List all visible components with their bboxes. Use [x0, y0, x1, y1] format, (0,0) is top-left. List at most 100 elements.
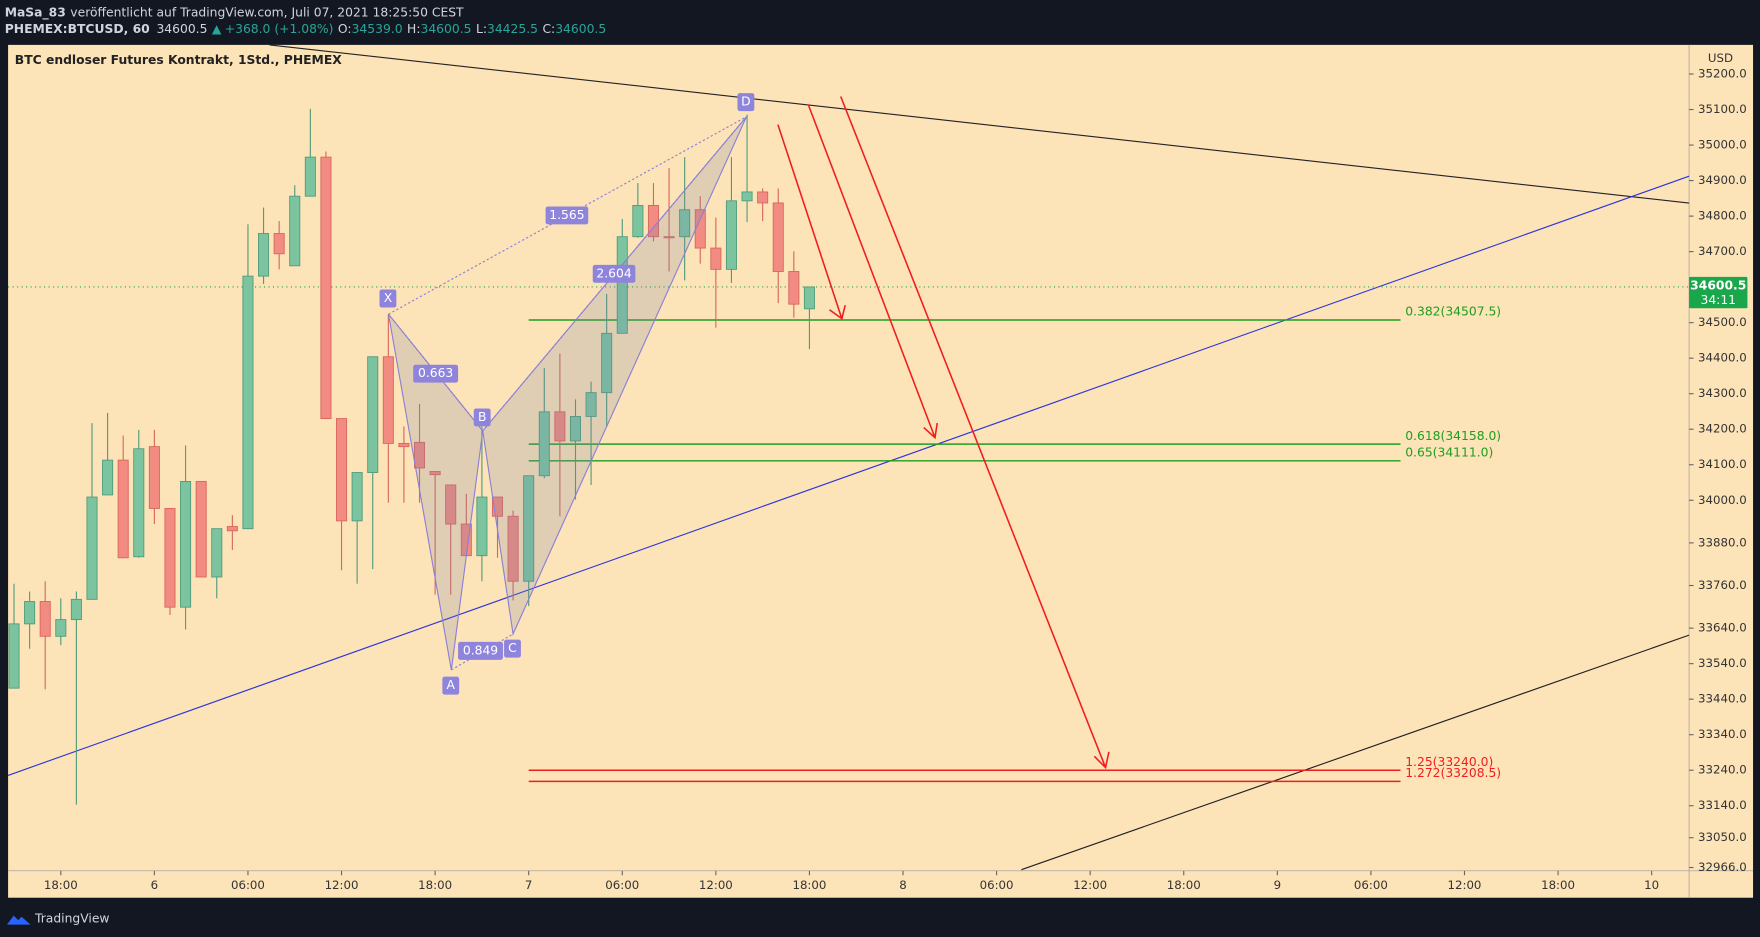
trend-line: [1021, 634, 1690, 871]
o-label: O:: [338, 22, 352, 36]
candle-body: [382, 356, 394, 444]
ratio-box: [458, 641, 503, 660]
header-line-2: PHEMEX:BTCUSD, 60 34600.5 ▲ +368.0 (+1.08%)…: [5, 22, 606, 36]
x-tick-label: 9: [1274, 878, 1282, 892]
x-tick-label: 7: [525, 878, 533, 892]
pattern-boxes: [379, 93, 755, 695]
pattern-guide: [388, 116, 747, 315]
y-tick-label: 34200.0: [1698, 422, 1747, 436]
x-tick-label: 6: [151, 878, 159, 892]
candle-body: [491, 496, 504, 517]
candle-body: [195, 480, 207, 578]
header-line-1: MaSa_83 veröffentlicht auf TradingView.co…: [5, 5, 464, 20]
ratio-box: [592, 264, 636, 283]
candle-body: [398, 442, 410, 448]
ratio-label: 0.663: [418, 366, 453, 380]
candle-body: [70, 598, 82, 621]
x-tick-label: 06:00: [1354, 878, 1388, 892]
candle-body: [367, 356, 379, 474]
candle-body: [694, 209, 706, 249]
candle-body: [351, 472, 363, 522]
point-box: [473, 408, 491, 427]
y-tick-label: 34700.0: [1698, 244, 1747, 258]
candle-body: [289, 195, 301, 267]
ratio-label: 2.604: [596, 266, 631, 280]
candle-body: [554, 411, 566, 442]
candle-body: [258, 233, 270, 277]
candle-body: [336, 418, 348, 522]
candle-body: [803, 286, 815, 310]
footer: TradingView: [6, 912, 110, 926]
arrow: [807, 104, 939, 440]
y-tick-label: 33540.0: [1698, 656, 1747, 670]
candle-body: [24, 601, 36, 625]
candle-body: [320, 156, 332, 420]
x-tick-label: 12:00: [1448, 878, 1482, 892]
y-tick-label: 33640.0: [1698, 621, 1747, 635]
level-label: 0.382(34507.5): [1405, 305, 1501, 319]
candle-body: [523, 475, 535, 582]
y-tick-label: 33340.0: [1698, 727, 1747, 741]
candle-body: [741, 191, 753, 202]
pattern-text: X A B C D 0.663 0.849 2.604 1.565: [384, 95, 751, 693]
y-tick-label: 35000.0: [1698, 138, 1747, 152]
y-tick-label: 34900.0: [1698, 173, 1747, 187]
candle-body: [273, 233, 285, 255]
x-tick-label: 12:00: [325, 878, 359, 892]
trend-line: [7, 175, 1690, 776]
chart-title: BTC endloser Futures Kontrakt, 1Std., PH…: [15, 53, 342, 67]
candle-body: [133, 448, 145, 558]
y-tick-label: 34800.0: [1698, 209, 1747, 223]
candle-body: [242, 275, 254, 530]
level-label: 1.272(33208.5): [1405, 766, 1501, 780]
x-tick-label: 8: [899, 878, 907, 892]
point-label: A: [447, 678, 456, 692]
x-tick-label: 18:00: [418, 878, 452, 892]
candle-body: [632, 204, 644, 238]
candle-body: [429, 471, 441, 476]
level-label: 0.65(34111.0): [1405, 445, 1493, 459]
point-label: X: [384, 291, 393, 305]
candle-body: [772, 202, 784, 272]
y-tick-label: 34000.0: [1698, 493, 1747, 507]
x-tick-label: 12:00: [1073, 878, 1107, 892]
y-tick-label: 34500.0: [1698, 315, 1747, 329]
user: MaSa_83: [5, 5, 66, 20]
point-label: C: [508, 641, 517, 655]
harmonic-pattern: X A B C D 0.663 0.849 2.604 1.565: [379, 93, 755, 695]
y-tick-label: 35100.0: [1698, 102, 1747, 116]
y-tick-label: 34100.0: [1698, 457, 1747, 471]
y-tick-label: 32966.0: [1698, 860, 1747, 874]
y-tick-label: 34400.0: [1698, 351, 1747, 365]
y-tick-label: 33240.0: [1698, 763, 1747, 777]
y-tick-label: 33880.0: [1698, 535, 1747, 549]
x-tick-label: 10: [1644, 878, 1659, 892]
c: 34600.5: [555, 22, 606, 36]
x-tick-label: 06:00: [980, 878, 1014, 892]
point-box: [379, 289, 397, 308]
candle-body: [601, 332, 613, 394]
candle-body: [55, 619, 67, 637]
y-tick-label: 34300.0: [1698, 386, 1747, 400]
x-tick-label: 06:00: [231, 878, 265, 892]
y-tick-label: 33760.0: [1698, 578, 1747, 592]
candle-body: [679, 209, 691, 238]
point-box: [442, 676, 460, 695]
candle-body: [616, 236, 628, 334]
symbol: PHEMEX:BTCUSD, 60: [5, 22, 150, 36]
candle-body: [476, 496, 488, 557]
point-label: B: [478, 410, 486, 424]
h: 34600.5: [420, 22, 471, 36]
candle-body: [585, 392, 597, 417]
l: 34425.5: [487, 22, 538, 36]
candle-body: [710, 247, 722, 270]
candle-body: [507, 515, 519, 582]
change: +368.0 (+1.08%): [225, 22, 334, 36]
y-tick-label: 33440.0: [1698, 692, 1747, 706]
pattern-guide: [482, 116, 747, 432]
candle-body: [725, 200, 737, 270]
chart-area: [8, 44, 1754, 898]
l-label: L:: [476, 22, 487, 36]
candle-body: [445, 484, 457, 525]
candle-body: [102, 459, 114, 496]
